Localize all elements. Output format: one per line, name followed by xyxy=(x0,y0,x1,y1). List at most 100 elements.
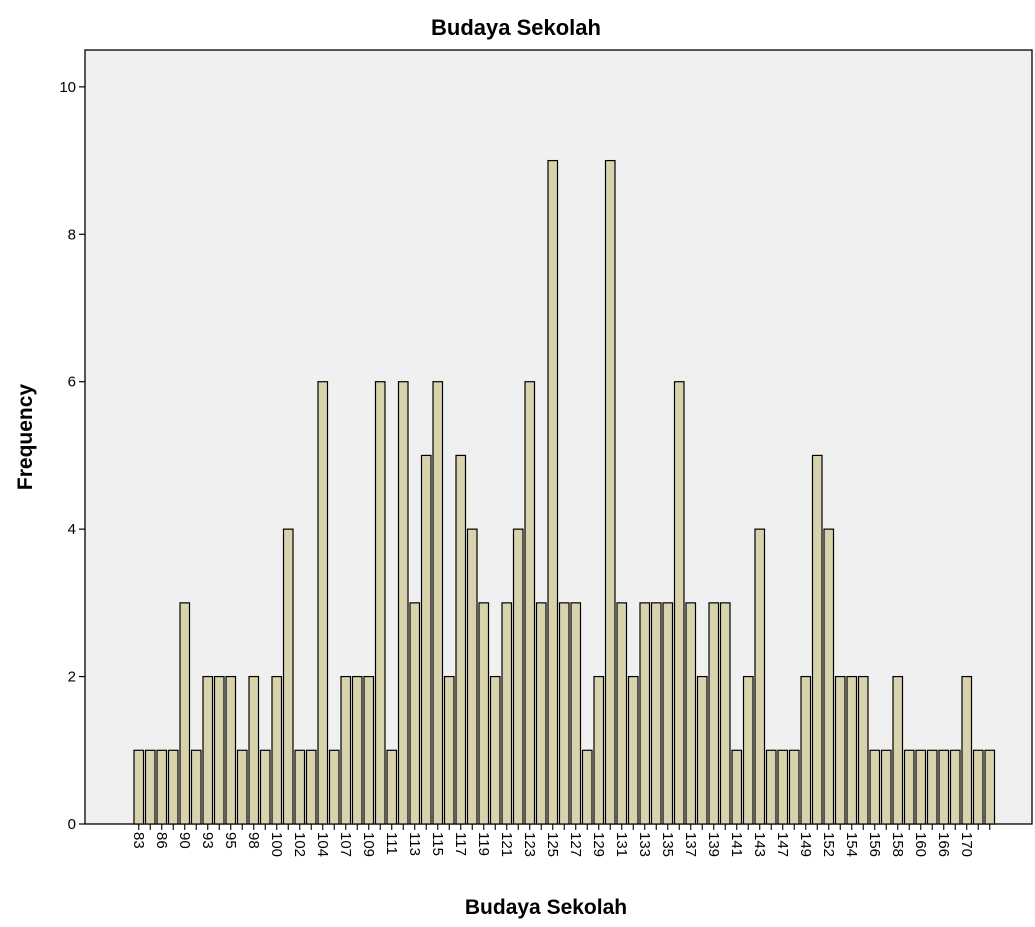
bar-96 xyxy=(236,749,248,825)
bar-134 xyxy=(650,602,662,825)
x-tick-label: 111 xyxy=(383,832,400,855)
x-tick-label: 83 xyxy=(130,832,147,849)
x-axis-title: Budaya Sekolah xyxy=(465,896,627,919)
bar-109 xyxy=(363,675,375,825)
bar-170 xyxy=(961,675,973,825)
bar-123 xyxy=(524,381,536,825)
x-tick-label: 117 xyxy=(452,832,469,856)
bar-127 xyxy=(570,602,582,825)
bar-111 xyxy=(386,749,398,825)
bar-150 xyxy=(811,454,823,825)
bar-131 xyxy=(616,602,628,825)
y-axis-title: Frequency xyxy=(14,384,37,491)
bar-103 xyxy=(305,749,317,825)
x-tick-label: 170 xyxy=(958,832,975,857)
bar-group xyxy=(133,159,996,825)
bar-152 xyxy=(823,528,835,825)
x-tick-label: 135 xyxy=(659,832,676,857)
bar-125 xyxy=(547,159,559,825)
bar-126 xyxy=(558,602,570,825)
bar-149 xyxy=(800,675,812,825)
bar-98 xyxy=(248,675,260,825)
bar-137 xyxy=(685,602,697,825)
x-tick-label: 129 xyxy=(590,832,607,857)
bar-116 xyxy=(443,675,455,825)
bar-156 xyxy=(869,749,881,825)
bar-121 xyxy=(501,602,513,825)
x-tick-label: 160 xyxy=(912,832,929,857)
bar-141 xyxy=(731,749,743,825)
bar-122 xyxy=(512,528,524,825)
bar-114 xyxy=(420,454,432,825)
x-tick-label: 143 xyxy=(751,832,768,857)
bar-124 xyxy=(535,602,547,825)
bar-135 xyxy=(662,602,674,825)
x-tick-label: 121 xyxy=(498,832,515,857)
x-tick-label: 154 xyxy=(843,832,860,857)
bar-158 xyxy=(892,675,904,825)
bar-172 xyxy=(972,749,984,825)
bar-112 xyxy=(397,381,409,825)
chart-title: Budaya Sekolah xyxy=(431,15,601,40)
bar-132 xyxy=(627,675,639,825)
x-tick-label: 166 xyxy=(935,832,952,857)
bar-110 xyxy=(374,381,386,825)
bar-90 xyxy=(179,602,191,825)
bar-92 xyxy=(190,749,202,825)
bar-176 xyxy=(984,749,996,825)
bar-106 xyxy=(328,749,340,825)
y-tick-label: 0 xyxy=(68,816,76,833)
bar-100 xyxy=(271,675,283,825)
bar-107 xyxy=(340,675,352,825)
y-tick-label: 8 xyxy=(68,226,76,243)
bar-88 xyxy=(167,749,179,825)
bar-138 xyxy=(696,675,708,825)
bar-129 xyxy=(593,675,605,825)
x-tick-label: 86 xyxy=(153,832,170,849)
bar-115 xyxy=(432,381,444,825)
bar-83 xyxy=(133,749,145,825)
x-tick-label: 93 xyxy=(199,832,216,849)
x-tick-label: 104 xyxy=(314,832,331,857)
bar-163 xyxy=(926,749,938,825)
x-tick-label: 131 xyxy=(613,832,630,857)
x-tick-label: 127 xyxy=(567,832,584,857)
bar-145 xyxy=(765,749,777,825)
x-tick-label: 147 xyxy=(774,832,791,857)
bar-130 xyxy=(604,159,616,825)
bar-136 xyxy=(673,381,685,825)
bar-117 xyxy=(455,454,467,825)
y-tick-label: 10 xyxy=(59,79,76,96)
plot-area xyxy=(84,49,1033,825)
y-tick-label: 6 xyxy=(68,374,76,391)
bar-133 xyxy=(639,602,651,825)
y-tick-label: 2 xyxy=(68,669,76,686)
x-tick-label: 125 xyxy=(544,832,561,857)
x-tick-label: 107 xyxy=(337,832,354,857)
y-axis: 0 2 4 6 8 10 xyxy=(59,79,85,833)
x-tick-label: 137 xyxy=(682,832,699,857)
x-tick-label: 152 xyxy=(820,832,837,857)
bar-86 xyxy=(156,749,168,825)
bar-101 xyxy=(282,528,294,825)
bar-85 xyxy=(144,749,156,825)
x-tick-label: 98 xyxy=(245,832,262,849)
bar-120 xyxy=(489,675,501,825)
x-tick-label: 100 xyxy=(268,832,285,857)
bar-128 xyxy=(581,749,593,825)
x-tick-label: 95 xyxy=(222,832,239,849)
bar-157 xyxy=(880,749,892,825)
bar-95 xyxy=(225,675,237,825)
bar-119 xyxy=(478,602,490,825)
bar-143 xyxy=(754,528,766,825)
x-tick-label: 123 xyxy=(521,832,538,857)
x-axis: 83 86 90 93 95 98 100 102 104 107 109 111 113 115 117 1… xyxy=(130,824,991,857)
bar-139 xyxy=(708,602,720,825)
x-tick-label: 90 xyxy=(176,832,193,849)
x-tick-label: 119 xyxy=(475,832,492,856)
bar-153 xyxy=(834,675,846,825)
bar-140 xyxy=(719,602,731,825)
bar-102 xyxy=(294,749,306,825)
bar-104 xyxy=(317,381,329,825)
